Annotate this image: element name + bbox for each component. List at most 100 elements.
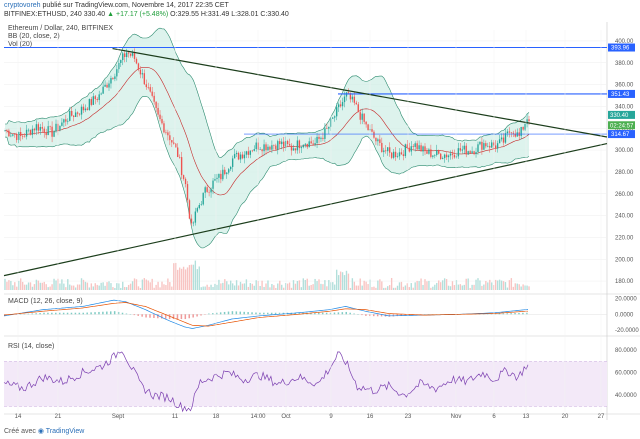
candle-body xyxy=(432,155,434,157)
volume-bar xyxy=(496,280,499,290)
volume-bar xyxy=(428,280,430,290)
volume-bar xyxy=(16,286,18,290)
candle-body xyxy=(277,141,279,150)
volume-bar xyxy=(312,284,314,290)
volume-bar xyxy=(96,284,98,290)
candle-body xyxy=(463,145,465,150)
candle-body xyxy=(10,135,12,137)
trendline xyxy=(112,47,608,138)
candle-body xyxy=(373,131,375,138)
volume-bar xyxy=(80,278,83,290)
volume-bar xyxy=(259,285,261,290)
candle-body xyxy=(202,192,204,205)
macd-histogram-bar xyxy=(141,314,143,317)
candle-body xyxy=(332,117,334,119)
candle-body xyxy=(475,151,477,155)
macd-histogram-bar xyxy=(510,313,512,315)
candle-body xyxy=(318,136,320,139)
candle-body xyxy=(155,101,157,108)
volume-bar xyxy=(528,286,530,290)
candle-body xyxy=(502,137,505,143)
footer-brand[interactable]: TradingView xyxy=(45,428,85,435)
macd-histogram-bar xyxy=(388,314,391,317)
volume-bar xyxy=(265,283,267,290)
candle-body xyxy=(59,125,61,131)
volume-bar xyxy=(161,281,163,290)
macd-histogram-bar xyxy=(172,314,175,320)
volume-bar xyxy=(108,281,110,290)
volume-bar xyxy=(6,281,8,290)
candle-body xyxy=(298,140,301,149)
candle-body xyxy=(169,135,171,141)
candle-body xyxy=(18,132,20,140)
candle-body xyxy=(365,121,367,125)
candle-body xyxy=(269,146,271,150)
candle-body xyxy=(387,147,389,152)
volume-bar xyxy=(489,279,491,290)
candle-body xyxy=(304,143,306,145)
candle-body xyxy=(524,123,526,130)
rsi-tick-label: 80.0000 xyxy=(615,348,637,354)
volume-bar xyxy=(49,286,51,290)
volume-bar xyxy=(282,287,285,290)
volume-bar xyxy=(19,278,22,290)
volume-bar xyxy=(218,279,220,290)
bb-basis xyxy=(4,67,530,196)
price-tick-label: 280.00 xyxy=(615,170,634,176)
volume-bar xyxy=(61,279,63,290)
author-link[interactable]: cryptovoreh xyxy=(4,2,41,9)
volume-bar xyxy=(106,282,108,290)
macd-histogram-bar xyxy=(153,314,155,318)
candle-body xyxy=(4,130,6,132)
volume-bar xyxy=(524,285,526,290)
candle-body xyxy=(357,104,359,113)
candle-body xyxy=(159,114,161,120)
candle-body xyxy=(341,102,344,107)
volume-bar xyxy=(514,283,516,290)
candle-body xyxy=(390,152,393,158)
volume-bar xyxy=(412,287,414,290)
candle-body xyxy=(214,179,216,181)
volume-bar xyxy=(18,280,20,290)
macd-histogram-bar xyxy=(490,313,493,315)
candle-body xyxy=(178,156,181,158)
volume-bar xyxy=(53,278,55,290)
candle-body xyxy=(430,149,432,157)
candle-body xyxy=(416,143,418,150)
x-tick-label: Sept xyxy=(112,414,125,420)
macd-histogram-bar xyxy=(318,312,320,315)
candle-body xyxy=(361,113,363,120)
candle-body xyxy=(512,132,515,134)
volume-bar xyxy=(184,269,187,290)
candle-body xyxy=(94,96,96,100)
price-tick-label: 400.00 xyxy=(615,39,634,45)
volume-bar xyxy=(180,268,183,290)
footer: Créé avec ◉ TradingView xyxy=(4,427,84,435)
macd-histogram-bar xyxy=(94,312,96,315)
candle-body xyxy=(196,208,199,212)
macd-histogram-bar xyxy=(227,311,230,315)
level-price-box xyxy=(608,89,635,98)
volume-bar xyxy=(361,285,363,290)
volume-bar xyxy=(147,280,149,290)
x-tick-label: 6 xyxy=(492,414,496,420)
footer-created: Créé avec xyxy=(4,428,36,435)
candle-body xyxy=(249,150,252,155)
volume-bar xyxy=(55,280,57,290)
candle-body xyxy=(406,144,409,148)
candle-body xyxy=(282,141,285,147)
volume-bar xyxy=(467,278,469,290)
volume-bar xyxy=(277,283,279,290)
candle-body xyxy=(14,134,16,135)
macd-histogram-bar xyxy=(66,312,69,315)
volume-bar xyxy=(432,286,434,290)
candle-body xyxy=(19,132,22,137)
macd-histogram-bar xyxy=(102,311,104,315)
volume-bar xyxy=(129,283,132,290)
candle-body xyxy=(412,146,414,147)
volume-bar xyxy=(485,280,487,290)
macd-histogram-bar xyxy=(314,312,316,315)
candle-body xyxy=(522,126,524,130)
volume-bar xyxy=(300,287,303,290)
